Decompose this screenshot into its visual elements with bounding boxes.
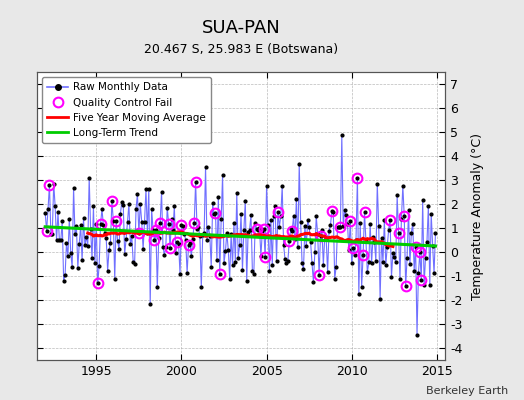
Text: 20.467 S, 25.983 E (Botswana): 20.467 S, 25.983 E (Botswana): [144, 44, 338, 56]
Legend: Raw Monthly Data, Quality Control Fail, Five Year Moving Average, Long-Term Tren: Raw Monthly Data, Quality Control Fail, …: [42, 77, 211, 143]
Y-axis label: Temperature Anomaly (°C): Temperature Anomaly (°C): [471, 132, 484, 300]
Text: Berkeley Earth: Berkeley Earth: [426, 386, 508, 396]
Text: SUA-PAN: SUA-PAN: [202, 19, 280, 37]
